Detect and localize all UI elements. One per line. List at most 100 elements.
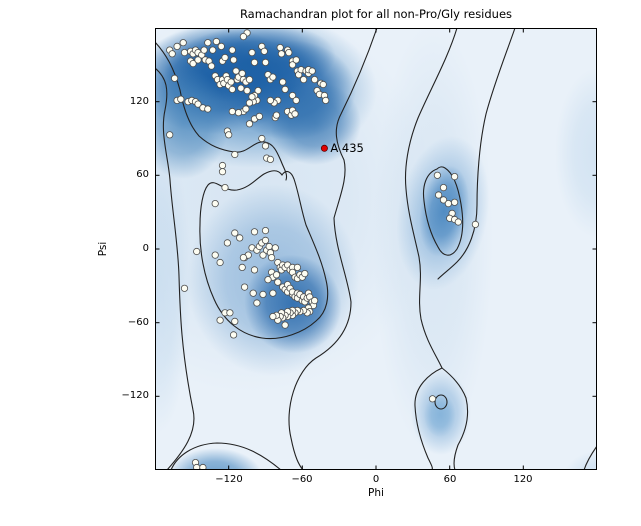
data-point [281, 321, 289, 329]
y-tick-label: 60 [136, 169, 149, 180]
outlier-label: A 435 [330, 141, 363, 155]
data-point [218, 168, 227, 176]
density-contour [155, 67, 195, 470]
data-point [168, 50, 176, 58]
data-point [217, 42, 225, 50]
data-point [259, 290, 267, 298]
y-tick-label: 0 [142, 243, 149, 254]
data-point [269, 312, 277, 321]
data-point [311, 75, 319, 84]
data-point [250, 58, 259, 67]
y-tick-label: −120 [121, 390, 149, 401]
data-point [319, 80, 327, 89]
density-blob [155, 67, 229, 179]
x-tick-label: −120 [215, 474, 243, 485]
data-point [293, 263, 301, 271]
data-point [248, 93, 256, 101]
data-point [450, 173, 459, 181]
data-point [232, 67, 240, 75]
density-contour [170, 442, 282, 470]
density-contour [422, 166, 464, 256]
data-point [194, 100, 202, 108]
density-blob [155, 133, 191, 433]
data-point [245, 75, 254, 84]
data-point [204, 39, 212, 47]
y-tick-label: 120 [129, 96, 149, 107]
data-point [277, 50, 286, 58]
density-contour [199, 170, 329, 340]
data-point [173, 42, 181, 50]
data-point [439, 184, 448, 192]
data-point [281, 85, 289, 94]
y-tick-label: −60 [127, 317, 149, 328]
data-point [221, 184, 229, 192]
outlier-point [320, 144, 328, 152]
data-point [272, 271, 281, 279]
plot-area: A 435 [155, 28, 597, 470]
data-point [212, 37, 221, 46]
data-point [266, 155, 275, 163]
data-point [189, 59, 197, 68]
data-point [288, 61, 297, 69]
data-point [239, 33, 248, 41]
data-point [439, 196, 448, 204]
data-point [226, 309, 234, 317]
data-point [216, 258, 224, 267]
data-point [434, 191, 443, 199]
data-point [261, 227, 270, 235]
data-point [228, 107, 236, 116]
data-point [216, 316, 224, 324]
data-point [227, 78, 235, 86]
x-tick-label: 120 [513, 474, 533, 485]
data-point [218, 161, 227, 170]
data-point [271, 244, 279, 252]
data-point [266, 96, 275, 105]
data-point [243, 86, 251, 95]
data-point [292, 96, 300, 105]
data-point [274, 278, 282, 286]
data-point [211, 200, 219, 208]
data-point [254, 86, 262, 95]
data-point [260, 47, 268, 55]
data-point [200, 46, 208, 54]
data-point [288, 91, 297, 100]
data-point [272, 111, 281, 119]
data-point [454, 218, 462, 226]
data-point [211, 251, 219, 259]
data-point [444, 200, 452, 208]
data-point [249, 289, 257, 297]
data-point [207, 62, 216, 70]
density-blob [424, 393, 456, 437]
data-point [291, 110, 299, 118]
data-point [255, 112, 264, 121]
data-point [231, 150, 239, 159]
data-point [428, 395, 437, 403]
data-point [471, 220, 479, 228]
data-point [180, 284, 189, 292]
data-point [322, 96, 330, 105]
data-point [450, 198, 459, 206]
data-point [253, 299, 261, 307]
data-point [276, 43, 284, 52]
data-point [248, 48, 256, 57]
data-point [250, 266, 259, 274]
data-point [230, 56, 238, 64]
data-point [231, 229, 239, 237]
data-point [228, 85, 236, 94]
data-point [261, 58, 270, 67]
data-point [228, 46, 236, 54]
data-point [265, 242, 273, 251]
data-point [237, 84, 245, 92]
data-point [230, 331, 238, 339]
plot-title: Ramachandran plot for all non-Pro/Gly re… [239, 7, 513, 21]
data-point [225, 131, 233, 139]
data-point [269, 289, 277, 297]
data-point [231, 317, 239, 325]
data-point [193, 247, 201, 256]
data-point [301, 270, 309, 278]
data-point [300, 75, 308, 84]
data-point [177, 95, 185, 103]
density-contour [434, 394, 448, 410]
data-point [261, 142, 270, 150]
